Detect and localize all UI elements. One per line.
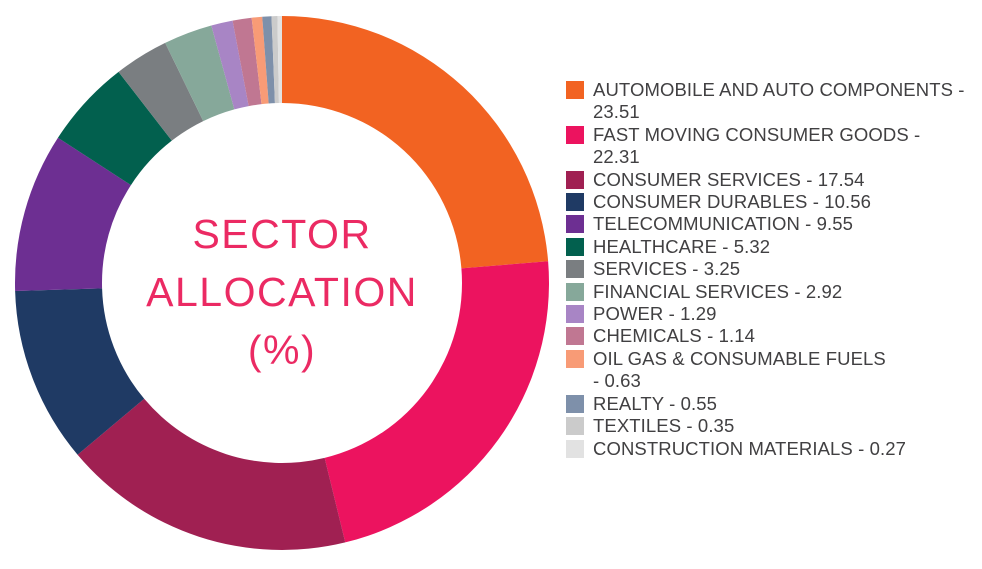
legend-label: FAST MOVING CONSUMER GOODS - 22.31 <box>593 123 921 168</box>
legend-swatch <box>566 327 584 346</box>
legend-label: HEALTHCARE - 5.32 <box>593 235 771 257</box>
legend-item-consumer-services: CONSUMER SERVICES - 17.54 <box>566 169 970 191</box>
donut-segment-financial-services <box>165 25 235 122</box>
legend-item-healthcare: HEALTHCARE - 5.32 <box>566 236 970 258</box>
chart-legend: AUTOMOBILE AND AUTO COMPONENTS - 23.51 F… <box>566 79 970 460</box>
chart-center-title: SECTOR ALLOCATION (%) <box>146 211 418 373</box>
legend-label: CONSTRUCTION MATERIALS - 0.27 <box>593 437 906 459</box>
donut-segment-oil-gas-consumable-fuels <box>251 16 269 105</box>
donut-segment-chemicals <box>232 17 262 107</box>
legend-label: TEXTILES - 0.35 <box>593 415 735 437</box>
legend-label: POWER - 1.29 <box>593 303 717 325</box>
legend-label: SERVICES - 3.25 <box>593 258 741 280</box>
donut-segment-realty <box>262 16 275 104</box>
legend-label: REALTY - 0.55 <box>593 392 718 414</box>
legend-swatch <box>566 305 584 324</box>
legend-swatch <box>566 193 584 212</box>
legend-swatch <box>566 215 584 234</box>
donut-segment-power <box>211 20 249 110</box>
legend-item-construction-materials: CONSTRUCTION MATERIALS - 0.27 <box>566 438 970 460</box>
legend-swatch <box>566 170 584 189</box>
legend-swatch <box>566 439 584 458</box>
donut-chart <box>15 16 550 550</box>
donut-segment-construction-materials <box>277 16 282 104</box>
legend-swatch <box>566 349 584 368</box>
legend-swatch <box>566 237 584 256</box>
donut-segment-automobile-and-auto-components <box>282 16 549 269</box>
donut-segment-services <box>118 42 204 141</box>
legend-label: CHEMICALS - 1.14 <box>593 325 755 347</box>
legend-item-services: SERVICES - 3.25 <box>566 258 970 280</box>
legend-item-textiles: TEXTILES - 0.35 <box>566 415 970 437</box>
legend-item-power: POWER - 1.29 <box>566 303 970 325</box>
legend-swatch <box>566 394 584 413</box>
donut-segment-consumer-services <box>77 398 346 550</box>
legend-label: CONSUMER SERVICES - 17.54 <box>593 168 865 190</box>
donut-segment-healthcare <box>57 71 172 186</box>
legend-item-consumer-durables: CONSUMER DURABLES - 10.56 <box>566 191 970 213</box>
donut-segment-textiles <box>271 16 279 104</box>
legend-swatch <box>566 417 584 436</box>
legend-label: TELECOMMUNICATION - 9.55 <box>593 213 854 235</box>
legend-swatch <box>566 125 584 144</box>
legend-item-oil-gas-consumable-fuels: OIL GAS & CONSUMABLE FUELS - 0.63 <box>566 348 970 393</box>
legend-label: FINANCIAL SERVICES - 2.92 <box>593 280 843 302</box>
donut-segment-telecommunication <box>15 137 131 291</box>
legend-item-financial-services: FINANCIAL SERVICES - 2.92 <box>566 281 970 303</box>
legend-item-fast-moving-consumer-goods: FAST MOVING CONSUMER GOODS - 22.31 <box>566 124 970 169</box>
legend-swatch <box>566 81 584 99</box>
legend-item-telecommunication: TELECOMMUNICATION - 9.55 <box>566 213 970 235</box>
legend-label: CONSUMER DURABLES - 10.56 <box>593 191 872 213</box>
legend-swatch <box>566 282 584 301</box>
legend-swatch <box>566 260 584 279</box>
legend-label: AUTOMOBILE AND AUTO COMPONENTS - 23.51 <box>593 79 965 123</box>
legend-label: OIL GAS & CONSUMABLE FUELS - 0.63 <box>593 347 886 392</box>
donut-segment-consumer-durables <box>15 288 145 455</box>
donut-segment-fast-moving-consumer-goods <box>324 261 550 543</box>
legend-item-realty: REALTY - 0.55 <box>566 393 970 415</box>
legend-item-chemicals: CHEMICALS - 1.14 <box>566 325 970 347</box>
legend-item-automobile-and-auto-components: AUTOMOBILE AND AUTO COMPONENTS - 23.51 <box>566 79 970 124</box>
